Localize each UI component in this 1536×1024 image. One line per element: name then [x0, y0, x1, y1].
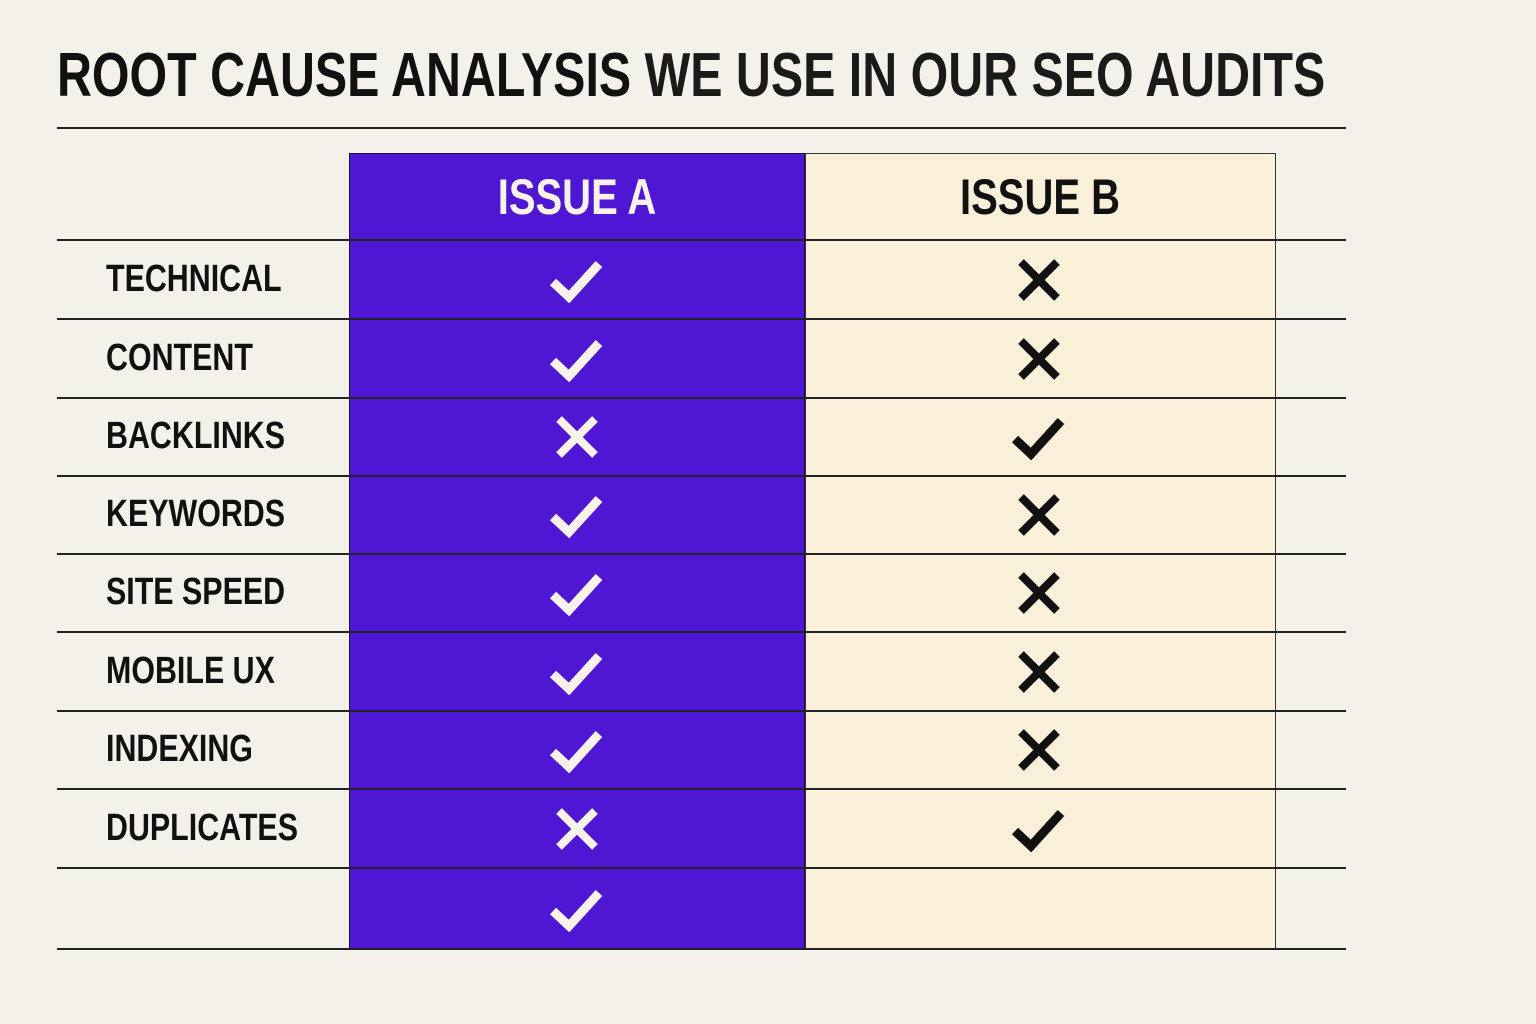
- title-divider: [57, 127, 1346, 129]
- row-label: DUPLICATES: [106, 806, 298, 849]
- row-label: TECHNICAL: [106, 257, 282, 300]
- row-label: CONTENT: [106, 336, 253, 379]
- row-divider: [57, 553, 1346, 555]
- checkmark-icon: [1011, 809, 1065, 852]
- cross-icon: [556, 807, 598, 850]
- checkmark-icon: [549, 730, 603, 774]
- row-label: BACKLINKS: [106, 415, 286, 457]
- row-divider: [57, 948, 1346, 950]
- checkmark-icon: [549, 652, 603, 695]
- checkmark-icon: [549, 573, 603, 617]
- cross-icon: [1018, 258, 1060, 301]
- row-label: INDEXING: [106, 728, 253, 770]
- cross-icon: [1018, 337, 1060, 380]
- title-rest: WE USE IN OUR SEO AUDITS: [644, 41, 1326, 110]
- checkmark-icon: [549, 495, 603, 539]
- row-divider: [57, 239, 1346, 241]
- cross-icon: [1018, 650, 1060, 693]
- page-title: ROOT CAUSE ANALYSIS WE USE IN OUR SEO AU…: [57, 40, 1325, 111]
- cross-icon: [1018, 494, 1060, 536]
- cross-icon: [1018, 572, 1060, 614]
- header-issue-b: ISSUE B: [959, 169, 1121, 225]
- cross-icon: [1018, 729, 1060, 771]
- row-label: SITE SPEED: [106, 571, 286, 613]
- row-divider: [57, 631, 1346, 633]
- header-issue-a: ISSUE A: [497, 169, 657, 225]
- cross-icon: [556, 416, 598, 458]
- row-divider: [57, 788, 1346, 790]
- checkmark-icon: [1011, 417, 1065, 461]
- title-bold-part: ROOT CAUSE ANALYSIS: [57, 41, 632, 110]
- checkmark-icon: [549, 260, 603, 303]
- row-label: MOBILE UX: [106, 649, 275, 692]
- row-divider: [57, 710, 1346, 712]
- row-label: KEYWORDS: [106, 493, 286, 535]
- checkmark-icon: [549, 889, 603, 932]
- row-divider: [57, 318, 1346, 320]
- row-divider: [57, 397, 1346, 399]
- row-divider: [57, 867, 1346, 869]
- row-divider: [57, 475, 1346, 477]
- checkmark-icon: [549, 339, 603, 382]
